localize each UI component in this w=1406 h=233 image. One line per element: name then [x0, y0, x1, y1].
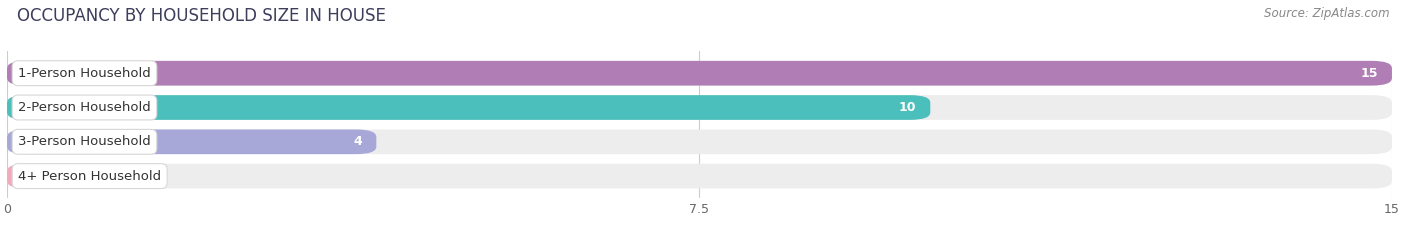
FancyBboxPatch shape: [7, 95, 1392, 120]
Text: 3-Person Household: 3-Person Household: [18, 135, 150, 148]
Text: 4+ Person Household: 4+ Person Household: [18, 170, 162, 183]
FancyBboxPatch shape: [7, 61, 1392, 86]
FancyBboxPatch shape: [7, 164, 1392, 188]
Text: 1-Person Household: 1-Person Household: [18, 67, 150, 80]
Text: 2-Person Household: 2-Person Household: [18, 101, 150, 114]
Text: 15: 15: [1361, 67, 1378, 80]
Text: 4: 4: [354, 135, 363, 148]
FancyBboxPatch shape: [7, 130, 377, 154]
FancyBboxPatch shape: [7, 61, 1392, 86]
Text: Source: ZipAtlas.com: Source: ZipAtlas.com: [1264, 7, 1389, 20]
FancyBboxPatch shape: [7, 130, 1392, 154]
Text: OCCUPANCY BY HOUSEHOLD SIZE IN HOUSE: OCCUPANCY BY HOUSEHOLD SIZE IN HOUSE: [17, 7, 385, 25]
FancyBboxPatch shape: [7, 95, 931, 120]
FancyBboxPatch shape: [7, 164, 58, 188]
Text: 10: 10: [898, 101, 917, 114]
Text: 0: 0: [67, 170, 75, 183]
